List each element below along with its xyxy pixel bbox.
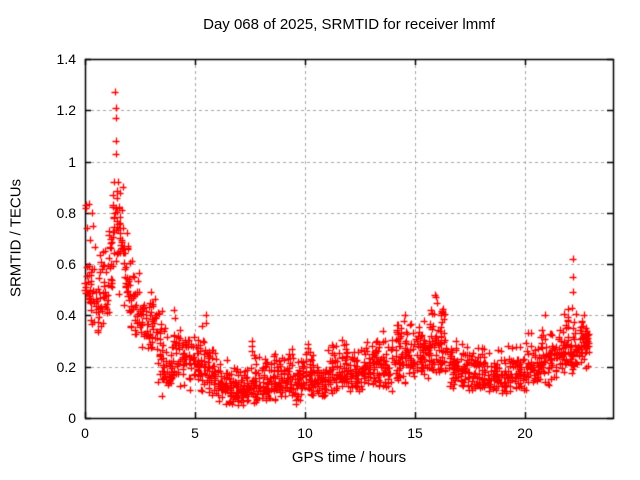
y-tick-label: 1.4 — [56, 51, 76, 67]
x-tick-label: 5 — [191, 425, 199, 441]
x-tick-label: 0 — [81, 425, 89, 441]
y-tick-label: 1 — [68, 154, 76, 170]
y-tick-label: 1.2 — [56, 102, 76, 118]
y-tick-label: 0.4 — [56, 307, 76, 323]
y-tick-label: 0.8 — [56, 205, 76, 221]
y-tick-label: 0 — [68, 410, 76, 426]
x-tick-label: 20 — [517, 425, 533, 441]
y-axis-label: SRMTID / TECUs — [7, 178, 25, 298]
y-tick-label: 0.2 — [56, 359, 76, 375]
y-tick-label: 0.6 — [56, 256, 76, 272]
chart-title: Day 068 of 2025, SRMTID for receiver lmm… — [203, 16, 495, 33]
x-tick-label: 10 — [297, 425, 313, 441]
x-tick-label: 15 — [407, 425, 423, 441]
x-axis-label: GPS time / hours — [291, 449, 407, 466]
